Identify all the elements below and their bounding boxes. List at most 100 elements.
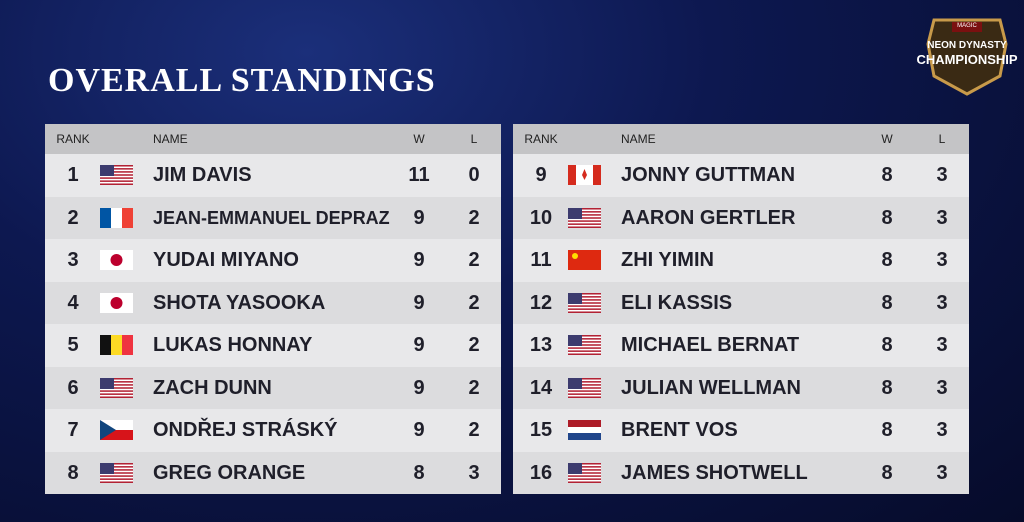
- wins: 8: [881, 461, 893, 484]
- flag-icon: [100, 420, 133, 440]
- flag: [100, 377, 133, 398]
- standings-row: 6 ZACH DUNN 9 2: [45, 366, 501, 409]
- logo-brand: MAGIC: [957, 23, 977, 29]
- player-name: JEAN-EMMANUEL DEPRAZ: [153, 207, 390, 228]
- flag-icon: [100, 292, 133, 313]
- flag: [100, 462, 133, 483]
- wins: 8: [881, 164, 893, 186]
- standings-row: 2 JEAN-EMMANUEL DEPRAZ 9 2: [45, 196, 501, 239]
- player-name: ELI KASSIS: [621, 291, 733, 314]
- flag: [100, 250, 133, 270]
- column-header: NAME: [621, 132, 656, 146]
- logo-brand-box: [952, 22, 982, 32]
- rank: 10: [529, 206, 553, 229]
- flag-icon: [100, 462, 133, 483]
- title: OVERALL STANDINGS: [48, 62, 436, 99]
- rank: 16: [529, 461, 553, 484]
- flag: [568, 335, 601, 355]
- player-name: MICHAEL BERNAT: [621, 334, 800, 356]
- losses: 2: [468, 419, 480, 441]
- player-name: JONNY GUTTMAN: [621, 164, 796, 186]
- flag-icon: [100, 165, 133, 185]
- rank: 9: [535, 164, 547, 186]
- standings-row: 10 AARON GERTLER 8 3: [513, 196, 969, 239]
- column-header: W: [413, 132, 425, 146]
- table: RANK NAME W L 9 JONNY GUTTMAN 8 3 10 AARON GERTLE…: [513, 124, 969, 494]
- standings-row: 7 ONDŘEJ STRÁSKÝ 9 2: [45, 409, 501, 452]
- wins: 8: [881, 334, 893, 356]
- player-name: GREG ORANGE: [153, 461, 306, 484]
- player-name: AARON GERTLER: [621, 206, 796, 229]
- player-name: LUKAS HONNAY: [153, 334, 313, 356]
- column-header: RANK: [56, 132, 90, 146]
- column-header: W: [881, 132, 893, 146]
- flag-icon: [568, 462, 601, 483]
- player-name: JIM DAVIS: [153, 164, 252, 186]
- standings-row: 16 JAMES SHOTWELL 8 3: [513, 451, 969, 494]
- rank: 11: [530, 249, 552, 271]
- flag-icon: [100, 377, 133, 398]
- player-name: SHOTA YASOOKA: [153, 291, 326, 314]
- standings-row: 12 ELI KASSIS 8 3: [513, 281, 969, 324]
- flag-icon: [568, 250, 601, 270]
- losses: 2: [468, 206, 480, 229]
- flag-icon: [568, 207, 601, 228]
- rank: 1: [67, 164, 79, 186]
- wins: 8: [881, 291, 893, 314]
- losses: 2: [468, 249, 480, 271]
- losses: 3: [936, 334, 948, 356]
- wins: 9: [413, 249, 425, 271]
- flag: [100, 207, 133, 228]
- column-header: L: [470, 132, 478, 146]
- standings-row: 13 MICHAEL BERNAT 8 3: [513, 324, 969, 367]
- losses: 3: [936, 461, 948, 484]
- rank: 15: [529, 419, 553, 441]
- player-name: ONDŘEJ STRÁSKÝ: [153, 419, 338, 441]
- flag: [568, 377, 601, 398]
- player-name: ZACH DUNN: [153, 376, 272, 399]
- flag-icon: [100, 250, 133, 270]
- player-name: BRENT VOS: [621, 419, 738, 441]
- standings-row: 1 JIM DAVIS 11 0: [45, 154, 501, 197]
- flag-icon: [568, 377, 601, 398]
- standings-row: 3 YUDAI MIYANO 9 2: [45, 239, 501, 282]
- flag: [568, 420, 601, 440]
- losses: 3: [468, 461, 480, 484]
- wins: 9: [413, 376, 425, 399]
- wins: 9: [413, 206, 425, 229]
- rank: 2: [67, 206, 79, 229]
- wins: 8: [881, 206, 893, 229]
- flag: [568, 165, 601, 185]
- rank: 13: [529, 334, 553, 356]
- losses: 2: [468, 376, 480, 399]
- flag: [100, 420, 133, 440]
- flag-icon: [100, 335, 133, 355]
- losses: 3: [936, 419, 948, 441]
- rank: 7: [67, 419, 79, 441]
- rank: 8: [67, 461, 79, 484]
- wins: 9: [413, 291, 425, 314]
- rank: 3: [67, 249, 79, 271]
- losses: 0: [468, 164, 480, 186]
- standings-row: 14 JULIAN WELLMAN 8 3: [513, 366, 969, 409]
- flag: [100, 292, 133, 313]
- flag: [100, 335, 133, 355]
- rank: 4: [67, 291, 79, 314]
- logo-event: NEON DYNASTY: [927, 40, 1007, 51]
- player-name: JULIAN WELLMAN: [621, 376, 801, 399]
- column-header: L: [938, 132, 946, 146]
- standings-row: 8 GREG ORANGE 8 3: [45, 451, 501, 494]
- wins: 8: [413, 461, 425, 484]
- standings-row: 5 LUKAS HONNAY 9 2: [45, 324, 501, 367]
- flag-icon: [100, 207, 133, 228]
- rank: 5: [67, 334, 79, 356]
- standings-row: 11 ZHI YIMIN 8 3: [513, 239, 969, 282]
- losses: 3: [936, 249, 948, 271]
- flag-icon: [568, 165, 601, 185]
- losses: 2: [468, 334, 480, 356]
- wins: 8: [881, 249, 893, 271]
- logo-shield: [926, 18, 1008, 96]
- logo-name: CHAMPIONSHIP: [916, 52, 1018, 67]
- wins: 8: [881, 376, 893, 399]
